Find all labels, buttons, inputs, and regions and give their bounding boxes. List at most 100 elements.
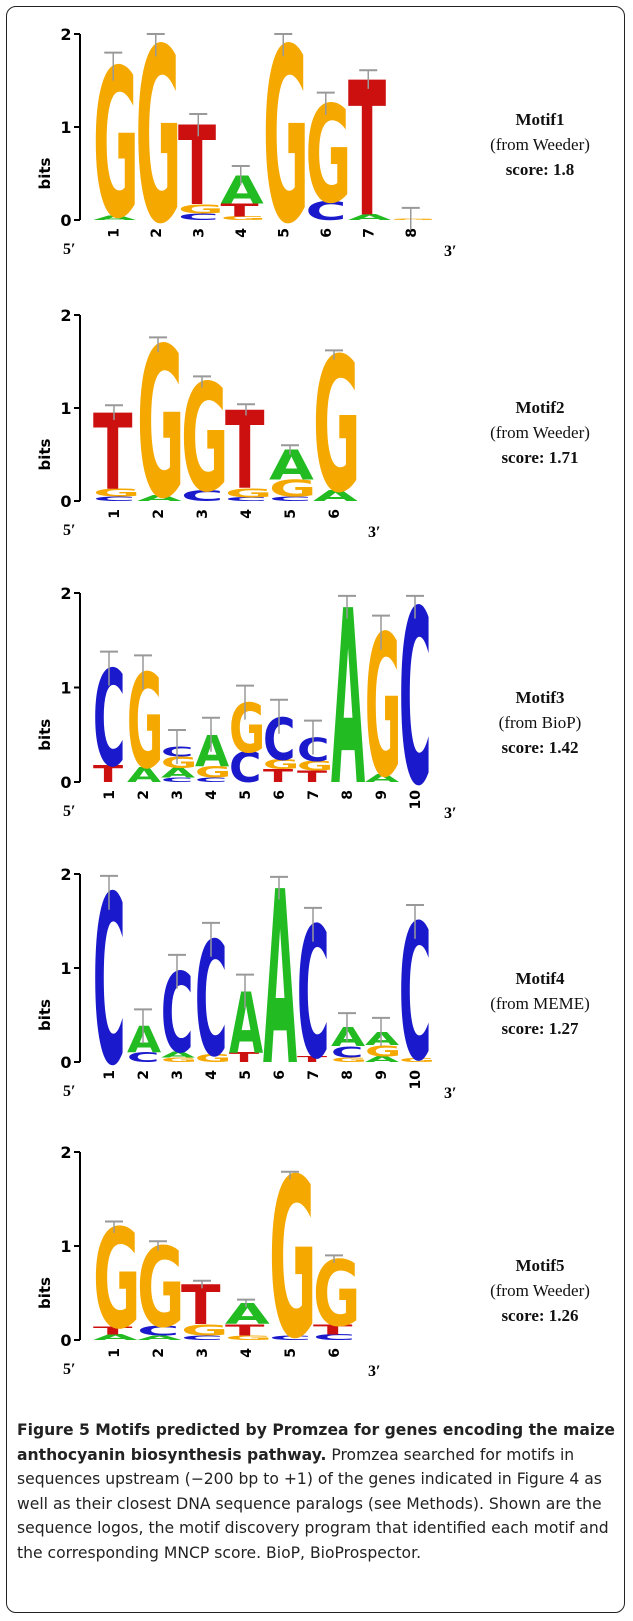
motif-name: Motif5 xyxy=(515,1256,565,1275)
logo-letter-G: G xyxy=(178,202,224,217)
y-tick-label: 0 xyxy=(60,1053,71,1072)
logo-letter-G: G xyxy=(161,1056,197,1063)
motif-name: Motif2 xyxy=(515,398,565,417)
logo-letter-T: T xyxy=(93,1325,133,1337)
logo-letter-G: G xyxy=(331,1056,367,1063)
logo-column: G2 xyxy=(136,0,182,278)
logo-letter-C: C xyxy=(269,495,312,502)
y-tick-label: 0 xyxy=(60,492,71,511)
logo-letter-G: G xyxy=(263,757,299,772)
figure-caption: Figure 5 Motifs predicted by Promzea for… xyxy=(17,1418,622,1566)
position-label: 3 xyxy=(195,509,211,519)
logo-letter-A: A xyxy=(225,1298,271,1331)
position-label: 4 xyxy=(234,228,250,238)
position-label: 3 xyxy=(170,790,186,800)
logo-letter-G: G xyxy=(365,595,401,821)
position-label: 5 xyxy=(238,1070,254,1080)
logo-column: AG9 xyxy=(365,595,401,821)
logo-letter-G: G xyxy=(313,320,361,535)
logo-letter-A: A xyxy=(365,1028,399,1049)
logo-letter-T: T xyxy=(348,44,386,259)
logo-column: TA5 xyxy=(229,973,263,1080)
logo-letter-G: G xyxy=(391,219,437,220)
y-tick-label: 2 xyxy=(60,25,71,44)
position-label: 1 xyxy=(107,509,123,519)
logo-letter-A: A xyxy=(161,1050,196,1059)
motif-info-4: Motif4 (from MEME) score: 1.27 xyxy=(450,966,630,1041)
y-tick-label: 2 xyxy=(60,1143,71,1162)
logo-letter-C: C xyxy=(181,1334,224,1342)
motif-score: score: 1.8 xyxy=(505,160,575,179)
logo-letter-A: A xyxy=(195,728,230,777)
logo-letter-G: G xyxy=(137,303,185,544)
logo-column: GTA 4 xyxy=(221,165,266,238)
motif-info-2: Motif2 (from Weeder) score: 1.71 xyxy=(450,395,630,470)
logo-letter-C: C xyxy=(181,487,224,505)
y-axis-label: bits xyxy=(36,157,54,189)
logo-letter-A: A xyxy=(365,1055,400,1064)
position-label: 3 xyxy=(191,228,207,238)
logo-letter-G: G xyxy=(297,759,333,774)
position-label: 10 xyxy=(408,790,424,810)
logo-letter-G: G xyxy=(181,354,229,525)
position-label: 4 xyxy=(239,509,255,519)
y-tick-label: 1 xyxy=(60,959,71,978)
five-prime-label: 5′ xyxy=(63,803,76,820)
position-label: 1 xyxy=(106,228,122,238)
position-label: 10 xyxy=(408,1070,424,1090)
motif-source: (from BioP) xyxy=(498,713,582,732)
logo-column: TC1 xyxy=(93,644,125,799)
logo-letter-G: G xyxy=(399,1057,435,1063)
logo-letter-T: T xyxy=(297,767,328,785)
position-label: 7 xyxy=(306,790,322,800)
motif-info-5: Motif5 (from Weeder) score: 1.26 xyxy=(450,1253,630,1328)
motif-source: (from Weeder) xyxy=(490,1281,590,1300)
logo-column: GC4 xyxy=(195,910,231,1092)
position-label: 6 xyxy=(272,790,288,800)
logo-letter-G: G xyxy=(225,1334,273,1342)
logo-letter-A: A xyxy=(161,765,195,780)
position-label: 1 xyxy=(107,1348,123,1358)
logo-letter-A: A xyxy=(365,772,399,784)
logo-column: AG6 xyxy=(313,320,361,535)
motif-info-3: Motif3 (from BioP) score: 1.42 xyxy=(450,685,630,760)
logo-letter-G: G xyxy=(137,1225,185,1353)
five-prime-label: 5′ xyxy=(63,522,76,539)
logo-letter-G: G xyxy=(93,487,141,499)
logo-letter-A: A xyxy=(221,169,264,213)
position-label: 5 xyxy=(238,790,254,800)
logo-letter-G: G xyxy=(365,1042,401,1060)
logo-column: CG 5 xyxy=(229,684,265,800)
five-prime-label: 5′ xyxy=(63,1083,76,1100)
logo-letter-C: C xyxy=(161,776,193,783)
logo-letter-T: T xyxy=(297,1055,328,1064)
logo-letter-A: A xyxy=(313,487,358,505)
logo-column: GCA 8 xyxy=(331,1012,367,1080)
logo-letter-A: A xyxy=(331,559,365,839)
y-tick-label: 2 xyxy=(60,584,71,603)
logo-letter-C: C xyxy=(225,496,268,502)
caption-title: Figure 5 Motifs predicted by Promzea for… xyxy=(17,1421,615,1464)
logo-letter-T: T xyxy=(181,1275,221,1338)
position-label: 5 xyxy=(276,228,292,238)
logo-letter-C: C xyxy=(127,1050,159,1065)
logo-letter-A: A xyxy=(263,842,297,1119)
position-label: 4 xyxy=(239,1348,255,1358)
logo-letter-A: A xyxy=(229,975,263,1073)
position-label: 5 xyxy=(283,509,299,519)
motif-name: Motif1 xyxy=(515,110,565,129)
caption-body: Promzea searched for motifs in sequences… xyxy=(17,1445,609,1562)
logo-letter-G: G xyxy=(195,1052,231,1064)
logo-letter-G: G xyxy=(225,485,273,500)
logo-letter-T: T xyxy=(229,1050,259,1065)
y-tick-label: 1 xyxy=(60,399,71,418)
